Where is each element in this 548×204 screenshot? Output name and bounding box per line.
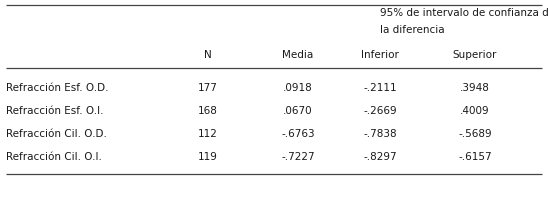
Text: Refracción Cil. O.I.: Refracción Cil. O.I. xyxy=(6,152,102,162)
Text: la diferencia: la diferencia xyxy=(380,25,444,35)
Text: Refracción Esf. O.D.: Refracción Esf. O.D. xyxy=(6,83,109,93)
Text: .0918: .0918 xyxy=(283,83,313,93)
Text: .0670: .0670 xyxy=(283,106,313,116)
Text: .3948: .3948 xyxy=(460,83,490,93)
Text: -.6763: -.6763 xyxy=(281,129,315,139)
Text: -.7227: -.7227 xyxy=(281,152,315,162)
Text: -.2669: -.2669 xyxy=(363,106,397,116)
Text: -.7838: -.7838 xyxy=(363,129,397,139)
Text: 95% de intervalo de confianza de: 95% de intervalo de confianza de xyxy=(380,8,548,18)
Text: Refracción Esf. O.I.: Refracción Esf. O.I. xyxy=(6,106,104,116)
Text: -.2111: -.2111 xyxy=(363,83,397,93)
Text: N: N xyxy=(204,50,212,60)
Text: 112: 112 xyxy=(198,129,218,139)
Text: -.6157: -.6157 xyxy=(458,152,492,162)
Text: 168: 168 xyxy=(198,106,218,116)
Text: -.8297: -.8297 xyxy=(363,152,397,162)
Text: -.5689: -.5689 xyxy=(458,129,492,139)
Text: Refracción Cil. O.D.: Refracción Cil. O.D. xyxy=(6,129,107,139)
Text: Superior: Superior xyxy=(453,50,497,60)
Text: Media: Media xyxy=(282,50,313,60)
Text: 119: 119 xyxy=(198,152,218,162)
Text: 177: 177 xyxy=(198,83,218,93)
Text: .4009: .4009 xyxy=(460,106,490,116)
Text: Inferior: Inferior xyxy=(361,50,399,60)
